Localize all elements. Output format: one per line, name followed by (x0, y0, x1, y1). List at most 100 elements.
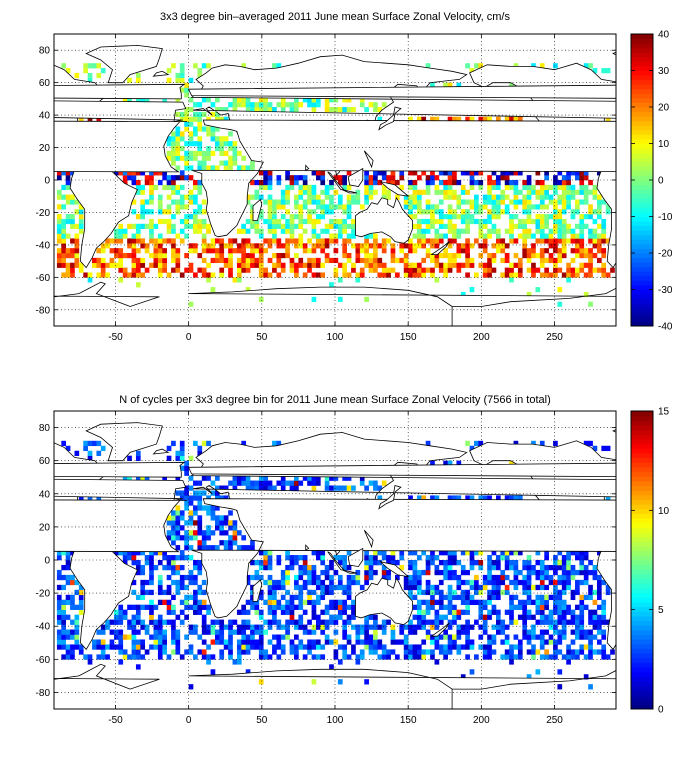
heatmap-cell (140, 654, 146, 660)
heatmap-cell (61, 574, 67, 581)
heatmap-cell (135, 228, 141, 234)
heatmap-cell (307, 238, 312, 244)
heatmap-cell (495, 233, 501, 239)
heatmap-cell (557, 634, 563, 640)
heatmap-cell (438, 614, 444, 620)
heatmap-cell (434, 619, 440, 625)
heatmap-cell (250, 209, 255, 215)
heatmap-cell (364, 634, 369, 640)
heatmap-cell (65, 594, 71, 601)
heatmap-cell (201, 238, 207, 244)
heatmap-cell (434, 639, 440, 645)
heatmap-cell (149, 574, 154, 581)
colorbar-segment (631, 43, 653, 49)
heatmap-cell (333, 189, 339, 195)
heatmap-cell (285, 228, 290, 234)
heatmap-cell (179, 218, 185, 225)
heatmap-cell (504, 624, 510, 630)
colorbar-segment (631, 564, 653, 570)
heatmap-cell (430, 243, 435, 249)
heatmap-cell (517, 599, 523, 605)
colorbar-segment (631, 634, 653, 640)
heatmap-cell (127, 170, 132, 176)
heatmap-cell (561, 564, 567, 571)
heatmap-cell (390, 248, 396, 254)
heatmap-cell (588, 594, 593, 601)
heatmap-cell (337, 604, 343, 610)
heatmap-cell (157, 649, 163, 655)
heatmap-cell (526, 599, 532, 605)
heatmap-cell (596, 238, 602, 244)
heatmap-cell (289, 644, 295, 650)
heatmap-cell (465, 209, 470, 215)
heatmap-cell (83, 63, 88, 69)
heatmap-cell (452, 228, 457, 234)
heatmap-cell (188, 248, 194, 254)
heatmap-cell (324, 228, 330, 234)
heatmap-cell (368, 175, 374, 181)
heatmap-cell (245, 579, 251, 586)
heatmap-cell (267, 624, 273, 630)
heatmap-cell (250, 634, 255, 640)
colorbar-tick-label: 10 (658, 139, 670, 150)
heatmap-cell (276, 223, 282, 229)
heatmap-cell (131, 272, 137, 278)
heatmap-cell (206, 145, 211, 152)
heatmap-cell (592, 445, 598, 452)
heatmap-cell (307, 248, 312, 254)
heatmap-cell (561, 218, 567, 225)
heatmap-cell (368, 262, 374, 268)
heatmap-cell (583, 262, 589, 268)
colorbar-segment (631, 116, 653, 122)
heatmap-cell (289, 594, 295, 601)
heatmap-cell (232, 535, 238, 541)
heatmap-cell (135, 72, 141, 79)
heatmap-cell (175, 525, 181, 531)
heatmap-cell (482, 629, 488, 635)
heatmap-cell (74, 257, 80, 264)
heatmap-cell (258, 257, 264, 264)
heatmap-cell (412, 170, 418, 176)
heatmap-cell (184, 111, 189, 118)
colorbar-segment (631, 275, 653, 281)
heatmap-cell (210, 505, 216, 511)
heatmap-cell (285, 184, 290, 191)
heatmap-cell (289, 480, 295, 486)
heatmap-cell (267, 194, 273, 200)
heatmap-cell (517, 644, 523, 650)
heatmap-cell (482, 495, 488, 501)
heatmap-cell (171, 150, 176, 156)
heatmap-cell (452, 614, 457, 620)
heatmap-cell (166, 272, 172, 278)
heatmap-cell (329, 233, 334, 239)
heatmap-cell (368, 644, 374, 650)
heatmap-cell (447, 209, 453, 215)
coastline (355, 196, 413, 244)
colorbar-segment (631, 620, 653, 626)
heatmap-cell (416, 262, 422, 268)
heatmap-cell (201, 654, 207, 660)
heatmap-cell (78, 594, 84, 601)
heatmap-cell (250, 485, 255, 491)
coastline (187, 84, 616, 99)
heatmap-cell (522, 209, 528, 215)
heatmap-cell (294, 267, 299, 273)
heatmap-cell (311, 248, 317, 254)
heatmap-cell (596, 579, 602, 586)
heatmap-cell (311, 194, 317, 200)
coastline (187, 462, 616, 478)
heatmap-cell (162, 649, 167, 655)
heatmap-cell (184, 150, 189, 156)
heatmap-cell (210, 126, 216, 132)
colorbar-segment (631, 225, 653, 231)
heatmap-cell (267, 589, 273, 596)
heatmap-cell (425, 189, 431, 195)
heatmap-cell (566, 569, 571, 576)
heatmap-cell (118, 639, 124, 645)
heatmap-cell (175, 510, 181, 516)
heatmap-cell (311, 170, 317, 176)
heatmap-cell (179, 87, 185, 93)
heatmap-cell (289, 609, 295, 615)
heatmap-cell (491, 574, 497, 581)
heatmap-cell (412, 594, 418, 601)
